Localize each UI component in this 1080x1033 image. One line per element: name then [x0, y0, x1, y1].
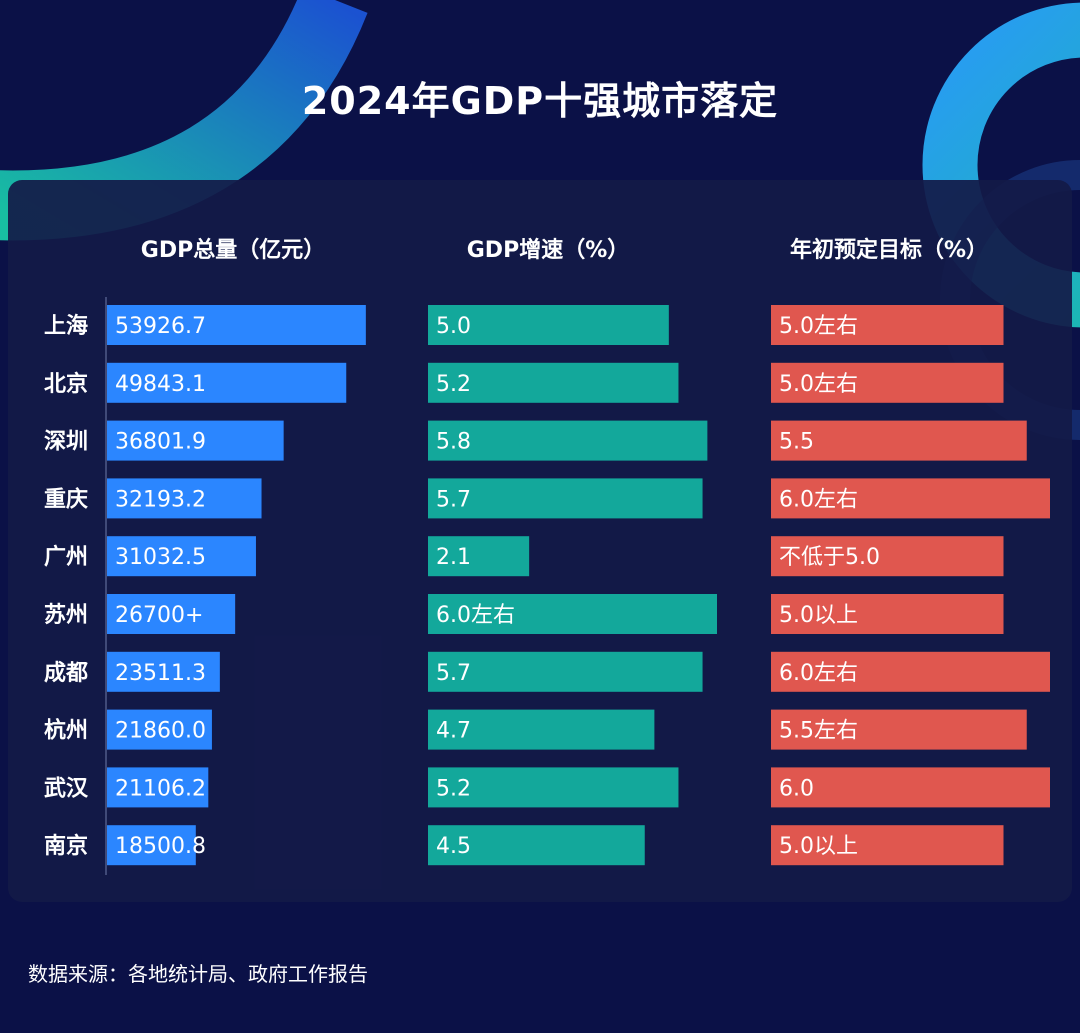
bar — [107, 709, 212, 750]
data-label: 4.7 — [436, 719, 471, 744]
bar — [771, 478, 1050, 519]
data-label: 2.1 — [436, 545, 471, 570]
data-label: 5.7 — [436, 661, 471, 686]
data-label: 5.5 — [779, 430, 814, 455]
category-label: 北京 — [44, 371, 88, 397]
bar — [107, 420, 284, 461]
bar — [107, 478, 262, 519]
data-label: 23511.3 — [115, 661, 206, 686]
data-label: 18500.8 — [115, 834, 206, 859]
panel-header: 年初预定目标（%） — [790, 237, 988, 263]
data-label: 4.5 — [436, 834, 471, 859]
data-label: 5.2 — [436, 372, 471, 397]
data-label: 6.0左右 — [779, 487, 858, 512]
data-label: 31032.5 — [115, 545, 206, 570]
bar — [428, 825, 645, 866]
bar — [428, 651, 703, 692]
category-label: 苏州 — [44, 602, 88, 628]
category-label: 成都 — [44, 661, 88, 686]
bar — [771, 709, 1027, 750]
data-label: 26700+ — [115, 603, 203, 628]
bar — [428, 420, 708, 461]
data-label: 5.2 — [436, 776, 471, 801]
bar — [771, 594, 1004, 634]
bar — [771, 825, 1004, 866]
data-label: 5.0以上 — [779, 834, 858, 859]
source-note: 数据来源：各地统计局、政府工作报告 — [28, 962, 368, 986]
data-label: 21106.2 — [115, 776, 206, 801]
chart-title: 2024年GDP十强城市落定 — [301, 79, 779, 123]
data-label: 5.8 — [436, 430, 471, 455]
data-label: 6.0左右 — [779, 661, 858, 686]
bar — [107, 651, 220, 692]
data-label: 36801.9 — [115, 430, 206, 455]
bar — [428, 767, 679, 808]
bar — [107, 825, 196, 866]
bar — [107, 536, 256, 577]
panel-header: GDP增速（%） — [467, 237, 630, 263]
category-label: 重庆 — [44, 486, 88, 512]
category-label: 杭州 — [44, 718, 88, 744]
bar — [428, 594, 717, 634]
data-label: 21860.0 — [115, 719, 206, 744]
category-label: 武汉 — [44, 776, 89, 801]
bar — [428, 709, 655, 750]
bar — [107, 594, 236, 634]
data-label: 32193.2 — [115, 487, 206, 512]
data-label: 5.0以上 — [779, 603, 858, 628]
bar — [107, 305, 366, 345]
bar — [771, 651, 1050, 692]
panel-header: GDP总量（亿元） — [141, 237, 325, 263]
bar — [107, 767, 209, 808]
category-label: 广州 — [44, 544, 88, 570]
category-label: 深圳 — [44, 430, 88, 455]
bar — [428, 305, 669, 345]
bar — [771, 305, 1004, 345]
data-label: 5.0左右 — [779, 314, 858, 339]
bar — [771, 362, 1004, 403]
data-label: 53926.7 — [115, 314, 206, 339]
data-label: 6.0左右 — [436, 603, 515, 628]
category-label: 南京 — [44, 833, 88, 859]
bar — [428, 362, 679, 403]
data-label: 5.0左右 — [779, 372, 858, 397]
bar — [771, 767, 1050, 808]
bar — [771, 420, 1027, 461]
data-label: 5.0 — [436, 314, 471, 339]
category-label: 上海 — [44, 313, 88, 339]
bar — [107, 362, 347, 403]
bar — [771, 536, 1004, 577]
bar — [428, 536, 530, 577]
data-label: 5.7 — [436, 487, 471, 512]
data-label: 49843.1 — [115, 372, 206, 397]
data-label: 不低于5.0 — [779, 545, 880, 570]
bar — [428, 478, 703, 519]
data-label: 6.0 — [779, 776, 814, 801]
data-label: 5.5左右 — [779, 719, 858, 744]
